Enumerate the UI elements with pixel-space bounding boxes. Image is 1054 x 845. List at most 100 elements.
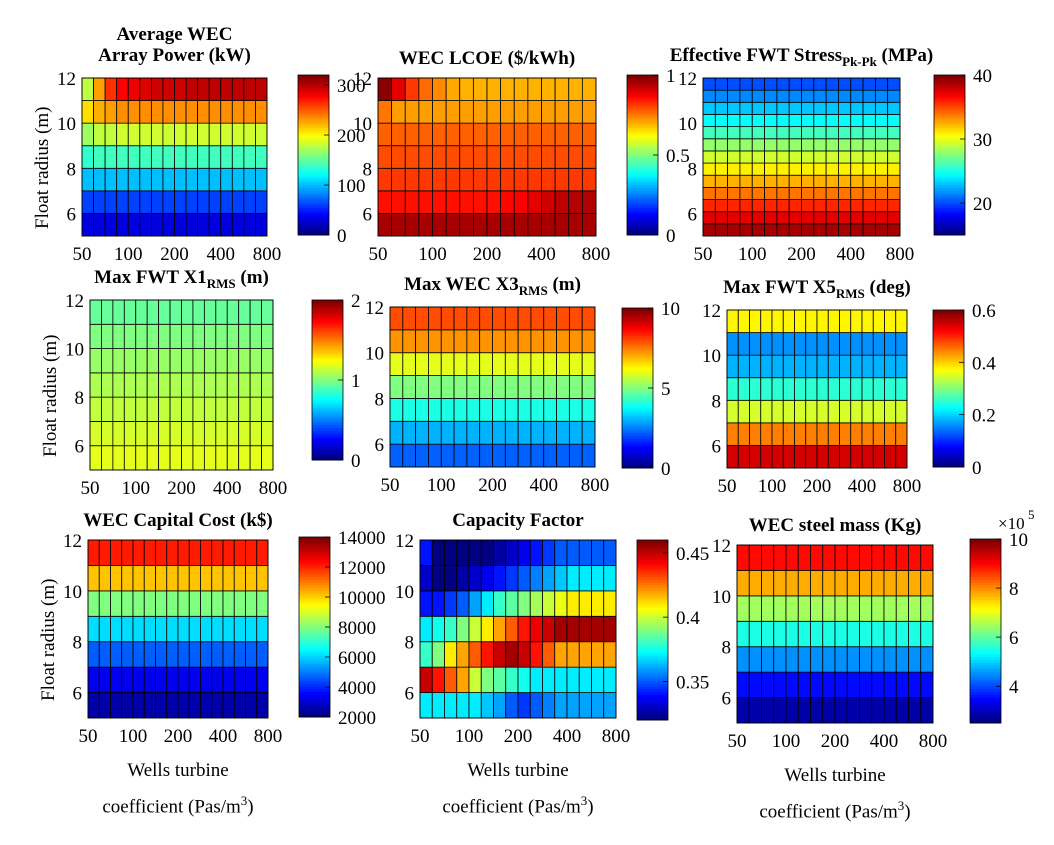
heatmap-cell [751, 150, 765, 164]
heatmap-cell [895, 445, 908, 469]
heatmap-cell [445, 100, 461, 124]
heatmap-cell [466, 443, 481, 468]
heatmap-cell [751, 114, 765, 128]
heatmap-cell [98, 615, 111, 643]
colorbar-step [298, 160, 329, 163]
heatmap-cell [846, 646, 860, 673]
y-tick-label: 12 [702, 301, 721, 322]
colorbar-step [622, 415, 653, 419]
colorbar-step [622, 465, 653, 469]
heatmap-cell [527, 213, 542, 237]
heatmap-cell [101, 421, 114, 447]
heatmap-cell [838, 89, 852, 103]
heatmap-cell [110, 615, 123, 643]
heatmap-cell [226, 372, 240, 398]
colorbar-step [312, 330, 343, 333]
heatmap-cell [822, 646, 836, 673]
heatmap-cell [764, 162, 778, 176]
colorbar-step [622, 308, 653, 311]
colorbar-step [312, 327, 343, 331]
heatmap-cell [493, 590, 507, 617]
colorbar-step [312, 415, 343, 418]
colorbar-step [933, 408, 964, 412]
heatmap-cell [578, 565, 592, 592]
colorbar-step [970, 633, 1001, 638]
y-tick-label: 12 [365, 298, 384, 319]
heatmap-cell [726, 377, 739, 401]
heatmap-cell [389, 329, 404, 354]
heatmap-cell [208, 77, 222, 101]
heatmap-cell [887, 211, 901, 225]
heatmap-cell [788, 89, 802, 103]
heatmap-cell [200, 666, 213, 693]
heatmap-cell [98, 692, 111, 719]
colorbar-step [934, 122, 965, 126]
heatmap-cell [827, 309, 840, 333]
colorbar-step [970, 619, 1001, 623]
heatmap-cell [801, 174, 815, 188]
heatmap-cell [920, 620, 934, 648]
heatmap-cell [243, 190, 256, 214]
colorbar-step [637, 579, 668, 583]
heatmap-cell [813, 89, 827, 103]
x-tick-label: 50 [411, 726, 430, 747]
heatmap-cell [874, 199, 889, 213]
colorbar-step [637, 649, 668, 653]
heatmap-cell [554, 213, 570, 237]
heatmap-cell [737, 422, 750, 446]
heatmap-cell [874, 174, 889, 188]
heatmap-cell [543, 329, 557, 354]
heatmap-cell [839, 354, 852, 379]
colorbar-step [312, 430, 343, 433]
colorbar-tick-label: 0.5 [666, 146, 690, 167]
heatmap-cell [472, 122, 488, 147]
colorbar-step [299, 624, 330, 628]
heatmap-cell [859, 697, 873, 724]
colorbar-step [312, 385, 343, 388]
colorbar-step [298, 165, 329, 168]
heatmap-cell [261, 372, 274, 398]
heatmap-cell [440, 443, 455, 468]
colorbar-step [312, 435, 343, 438]
heatmap-cell [736, 544, 750, 571]
colorbar-step [627, 77, 658, 81]
heatmap-cell [139, 190, 152, 214]
colorbar-step [627, 177, 658, 181]
colorbar-step [299, 674, 330, 679]
colorbar-step [933, 452, 964, 456]
heatmap-cell [174, 122, 187, 147]
colorbar-step [970, 720, 1001, 724]
colorbar-step [622, 448, 653, 451]
y-tick-label: 6 [405, 684, 415, 705]
colorbar-step [627, 127, 658, 131]
heatmap-cell [568, 122, 583, 147]
colorbar-step [299, 686, 330, 690]
heatmap-cell [761, 544, 775, 571]
heatmap-cell [116, 213, 129, 237]
y-tick-label: 12 [395, 531, 414, 552]
heatmap-cell [404, 190, 420, 214]
heatmap-cell [220, 100, 233, 124]
heatmap-cell [862, 211, 876, 225]
colorbar-step [298, 107, 329, 111]
colorbar-step [933, 413, 964, 416]
heatmap-cell [871, 646, 885, 673]
colorbar-step [970, 602, 1001, 606]
colorbar-step [637, 711, 668, 715]
colorbar-step [970, 576, 1001, 580]
colorbar-step [627, 95, 658, 98]
heatmap-cell [211, 615, 224, 643]
heatmap-cell [110, 590, 123, 617]
colorbar-step [934, 120, 965, 123]
colorbar-step [627, 192, 658, 196]
heatmap-cell [862, 199, 876, 213]
colorbar-step [298, 95, 329, 98]
colorbar-step [298, 92, 329, 96]
heatmap-cell [505, 565, 519, 592]
colorbar-tick-label: 0 [661, 459, 671, 480]
heatmap-cell [554, 539, 568, 566]
colorbar-step [627, 215, 658, 218]
heatmap-cell [418, 145, 433, 169]
colorbar-step [312, 455, 343, 458]
heatmap-cell [466, 329, 481, 354]
